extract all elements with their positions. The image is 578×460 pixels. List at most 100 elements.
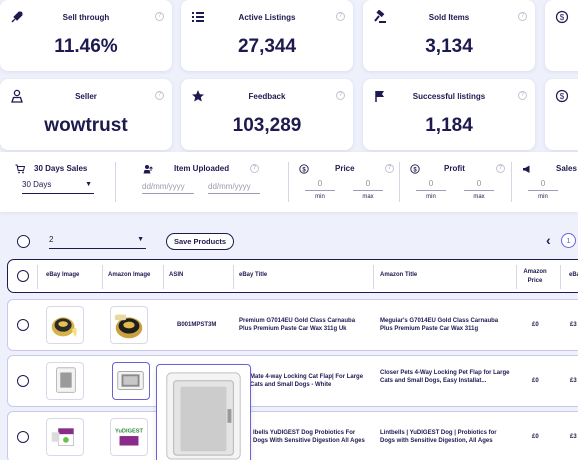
header-select-radio[interactable] xyxy=(17,270,29,282)
stat-card-successful-listings: Successful listings ? 1,184 xyxy=(363,79,535,150)
flag-icon xyxy=(375,91,384,102)
stat-card-partial: $ xyxy=(545,0,578,71)
page-size-select[interactable]: 2 ▼ xyxy=(49,235,146,249)
stat-label: Sold Items xyxy=(428,13,470,22)
stat-value: 1,184 xyxy=(425,115,473,136)
amazon-title-cell: Closer Pets 4-Way Locking Pet Flap for L… xyxy=(380,370,510,384)
dollar-icon: $ xyxy=(410,164,420,174)
page-size-value: 2 xyxy=(49,235,54,244)
svg-text:$: $ xyxy=(560,92,565,101)
stat-label: Sell through xyxy=(62,13,110,22)
divider xyxy=(511,162,512,202)
filter-label: Sales xyxy=(556,164,577,173)
profit-max-input[interactable]: 0 max xyxy=(464,179,494,200)
info-icon[interactable]: ? xyxy=(336,91,345,100)
col-ebay-image[interactable]: eBay Image xyxy=(46,272,80,278)
amazon-product-image[interactable]: YuDIGEST xyxy=(110,418,148,456)
amazon-price-cell: £0 xyxy=(532,378,539,384)
row-select-radio[interactable] xyxy=(17,319,29,331)
info-icon[interactable]: ? xyxy=(155,91,164,100)
ebay-product-image[interactable] xyxy=(46,418,84,456)
cart-icon xyxy=(15,164,25,174)
ebay-product-image[interactable] xyxy=(46,362,84,400)
table-header: eBay Image Amazon Image ASIN eBay Title … xyxy=(7,259,578,293)
info-icon[interactable]: ? xyxy=(336,12,345,21)
divider xyxy=(399,162,400,202)
col-ebay-title[interactable]: eBay Title xyxy=(239,272,268,278)
amazon-price-cell: £0 xyxy=(532,322,539,328)
asin-cell: B001MPST3M xyxy=(177,322,217,328)
list-icon xyxy=(192,12,204,22)
amazon-product-image[interactable] xyxy=(112,362,150,400)
col-amazon-price[interactable]: Amazon Price xyxy=(523,269,547,284)
svg-text:$: $ xyxy=(560,13,565,22)
prev-page-button[interactable]: ‹ xyxy=(546,232,551,248)
info-icon[interactable]: ? xyxy=(518,12,527,21)
date-to-input[interactable]: dd/mm/yyyy xyxy=(208,182,260,194)
stat-label: Seller xyxy=(75,92,97,101)
filter-profit: $ Profit ? 0 min 0 max xyxy=(400,152,510,212)
date-from-input[interactable]: dd/mm/yyyy xyxy=(142,182,194,194)
filter-label: Price xyxy=(335,164,355,173)
col-amazon-image[interactable]: Amazon Image xyxy=(108,272,151,278)
amazon-title-cell: Lintbells | YuDIGEST Dog | Probiotics fo… xyxy=(380,430,497,444)
info-icon[interactable]: ? xyxy=(496,164,505,173)
info-icon[interactable]: ? xyxy=(155,12,164,21)
col-amazon-title[interactable]: Amazon Title xyxy=(380,272,418,278)
stat-label: Successful listings xyxy=(412,92,486,101)
row-select-radio[interactable] xyxy=(17,375,29,387)
amazon-product-image[interactable] xyxy=(110,306,148,344)
stat-value: 3,134 xyxy=(425,36,473,57)
table-row[interactable]: B001MPST3M Premium G7014EU Gold Class Ca… xyxy=(7,299,578,351)
rocket-icon xyxy=(11,11,23,23)
ebay-title-cell: Mate 4-way Locking Cat Flap| For Large C… xyxy=(250,374,364,388)
price-min-input[interactable]: 0 min xyxy=(305,179,335,200)
ebay-title-cell: lbells YuDIGEST Dog Probiotics For Dogs … xyxy=(253,430,365,444)
info-icon[interactable]: ? xyxy=(518,91,527,100)
stat-card-seller: Seller ? wowtrust xyxy=(0,79,172,150)
amazon-price-cell: £0 xyxy=(532,434,539,440)
row-select-radio[interactable] xyxy=(17,431,29,443)
ebay-product-image[interactable] xyxy=(46,306,84,344)
stat-value: 103,289 xyxy=(232,115,302,136)
col-ebay-price[interactable]: eBay xyxy=(569,272,578,278)
gavel-icon xyxy=(374,10,386,23)
save-products-button[interactable]: Save Products xyxy=(166,233,234,250)
col-asin[interactable]: ASIN xyxy=(169,272,184,278)
filter-bar: 30 Days Sales 30 Days ▼ Item Uploaded ? … xyxy=(0,152,578,212)
page-number-button[interactable]: 1 xyxy=(561,233,576,248)
amazon-title-cell: Meguiar's G7014EU Gold Class Carnauba Pl… xyxy=(380,318,499,332)
upload-user-icon xyxy=(143,165,153,174)
megaphone-icon xyxy=(523,165,530,173)
stat-card-partial: $ xyxy=(545,79,578,150)
svg-text:$: $ xyxy=(413,167,417,173)
svg-text:$: $ xyxy=(302,167,306,173)
sales-period-select[interactable]: 30 Days ▼ xyxy=(22,180,94,194)
ebay-price-cell: £3 xyxy=(570,378,577,384)
price-max-input[interactable]: 0 max xyxy=(353,179,383,200)
user-icon xyxy=(11,89,23,103)
profit-min-input[interactable]: 0 min xyxy=(416,179,446,200)
sales-period-value: 30 Days xyxy=(22,180,52,189)
info-icon[interactable]: ? xyxy=(385,164,394,173)
filter-label: Item Uploaded xyxy=(174,164,230,173)
pet-flap-image xyxy=(166,372,241,460)
filter-sales: Sales 0 min xyxy=(512,152,578,212)
ebay-price-cell: £3 xyxy=(570,322,577,328)
info-icon[interactable]: ? xyxy=(250,164,259,173)
stat-card-sell-through: Sell through ? 11.46% xyxy=(0,0,172,71)
stat-label: Feedback xyxy=(248,92,286,101)
select-all-radio[interactable] xyxy=(17,235,30,248)
stat-card-active-listings: Active Listings ? 27,344 xyxy=(181,0,353,71)
chevron-down-icon: ▼ xyxy=(137,236,144,243)
table-row[interactable]: Mate 4-way Locking Cat Flap| For Large C… xyxy=(7,355,578,407)
filter-price: $ Price ? 0 min 0 max xyxy=(289,152,399,212)
table-row[interactable]: YuDIGEST lbells YuDIGEST Dog Probiotics … xyxy=(7,411,578,460)
stat-card-feedback: Feedback ? 103,289 xyxy=(181,79,353,150)
image-preview-popup xyxy=(156,364,251,460)
filter-item-uploaded: Item Uploaded ? dd/mm/yyyy dd/mm/yyyy xyxy=(116,152,286,212)
divider xyxy=(115,162,116,202)
dollar-icon: $ xyxy=(555,89,569,103)
sales-min-input[interactable]: 0 min xyxy=(528,179,558,200)
ebay-title-cell: Premium G7014EU Gold Class Carnauba Plus… xyxy=(239,318,356,332)
